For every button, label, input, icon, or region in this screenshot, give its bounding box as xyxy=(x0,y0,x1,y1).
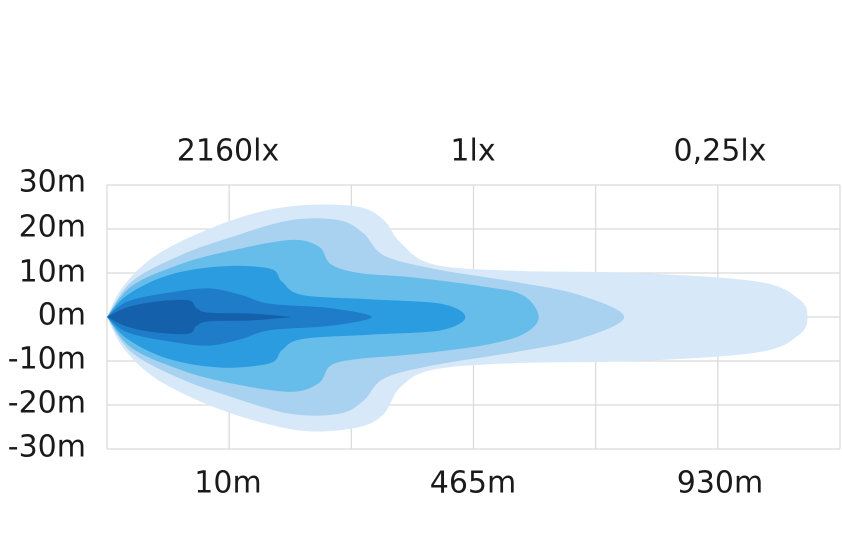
y-tick-label: -20m xyxy=(8,386,86,421)
y-tick-label: 10m xyxy=(19,255,86,290)
y-tick-label: 30m xyxy=(19,165,86,200)
beam-contour xyxy=(107,299,291,335)
beam-contours xyxy=(107,204,808,432)
y-tick-label: 0m xyxy=(38,298,86,333)
distance-label: 465m xyxy=(430,466,516,501)
y-tick-label: -10m xyxy=(8,342,86,377)
y-tick-label: 20m xyxy=(19,210,86,245)
lux-label: 2160lx xyxy=(177,134,279,169)
distance-label: 10m xyxy=(194,466,261,501)
distance-label: 930m xyxy=(677,466,763,501)
lux-label: 1lx xyxy=(450,134,495,169)
lux-label: 0,25lx xyxy=(674,134,767,169)
y-tick-label: -30m xyxy=(8,430,86,465)
